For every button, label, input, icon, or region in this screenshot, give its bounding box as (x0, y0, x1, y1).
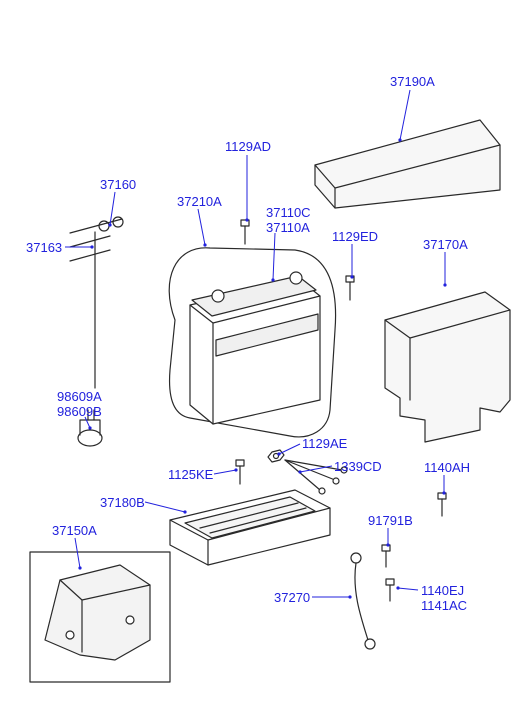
parts-diagram (0, 0, 532, 727)
part-rod-37160 (70, 217, 123, 388)
leader-37210A (198, 209, 205, 245)
label-98609: 98609A 98609B (57, 390, 102, 420)
bolt-1125KE (236, 460, 244, 484)
bolt-1140AH (438, 493, 446, 516)
label-37210A: 37210A (177, 195, 222, 210)
part-tray-37180B (170, 490, 330, 565)
leader-1129AE (279, 444, 300, 454)
label-1140AH: 1140AH (424, 461, 470, 476)
bolt-1129ED (346, 276, 354, 300)
leader-37190A (400, 90, 410, 140)
part-wire-37270 (351, 553, 375, 649)
diagram-container: 37190A 1129AD 37160 37163 37210A 37110C 37110… (0, 0, 532, 727)
bolt-1140EJ (386, 579, 394, 601)
label-1129AD: 1129AD (225, 140, 271, 155)
leader-37110C (273, 233, 275, 280)
label-37160: 37160 (100, 178, 136, 193)
leader-37150A (75, 538, 80, 568)
label-1140EJ: 1140EJ 1141AC (421, 584, 467, 614)
bolt-1129AD (241, 220, 249, 244)
leader-1140EJ (398, 588, 418, 590)
leader-37180B (145, 502, 185, 512)
bolt-91791B (382, 545, 390, 567)
label-1129ED: 1129ED (332, 230, 378, 245)
label-1125KE: 1125KE (168, 468, 213, 483)
label-37170A: 37170A (423, 238, 468, 253)
label-1339CD: 1339CD (334, 460, 382, 475)
label-37180B: 37180B (100, 496, 145, 511)
label-37190A: 37190A (390, 75, 435, 90)
part-battery (169, 248, 335, 437)
label-91791B: 91791B (368, 514, 413, 529)
leader-1339CD (300, 466, 332, 472)
label-1129AE: 1129AE (302, 437, 347, 452)
label-37110C: 37110C 37110A (266, 206, 311, 236)
part-bracket-37150A (30, 552, 170, 682)
label-37150A: 37150A (52, 524, 97, 539)
part-insulator-37170A (385, 292, 510, 442)
label-37270: 37270 (274, 591, 310, 606)
nut-1129AE (268, 450, 284, 462)
leader-1125KE (214, 470, 236, 474)
label-37163: 37163 (26, 241, 62, 256)
part-cover-37190A (315, 120, 500, 208)
